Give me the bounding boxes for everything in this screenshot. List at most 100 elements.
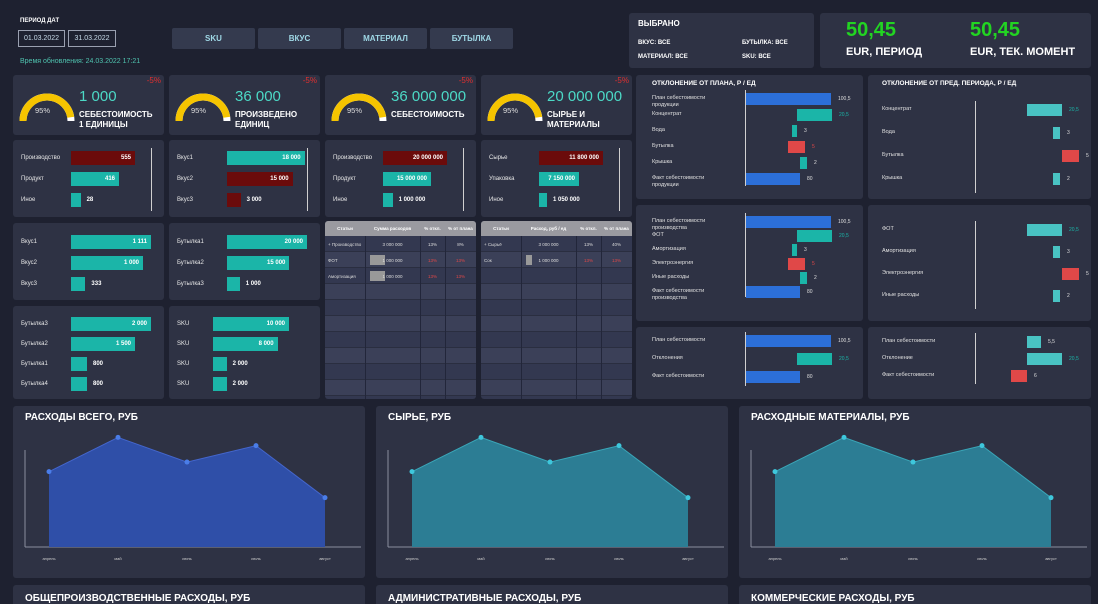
bar-label: Продукт bbox=[21, 176, 44, 182]
table-row[interactable] bbox=[481, 364, 632, 380]
bar[interactable] bbox=[71, 235, 151, 249]
filter-sku-button[interactable]: SKU bbox=[172, 28, 255, 49]
bar[interactable] bbox=[71, 277, 86, 291]
bar[interactable] bbox=[227, 172, 293, 186]
bar[interactable] bbox=[383, 193, 393, 207]
deviation-bar[interactable] bbox=[800, 272, 807, 284]
bar-label: Производство bbox=[333, 155, 373, 161]
deviation-bar[interactable] bbox=[788, 141, 805, 153]
deviation-bar[interactable] bbox=[1027, 353, 1062, 365]
chart-point[interactable] bbox=[1048, 495, 1054, 501]
bar[interactable] bbox=[71, 193, 81, 207]
table-row[interactable] bbox=[325, 268, 476, 284]
chart-point[interactable] bbox=[115, 434, 121, 440]
deviation-bar[interactable] bbox=[746, 286, 800, 298]
chart-point[interactable] bbox=[184, 459, 190, 465]
bars-card-5: Вкус1 1 111 Вкус2 1 000 Вкус3 333 bbox=[13, 223, 164, 300]
deviation-bar[interactable] bbox=[1053, 127, 1060, 139]
table-row[interactable] bbox=[325, 348, 476, 364]
deviation-bar[interactable] bbox=[788, 258, 805, 270]
bar[interactable] bbox=[213, 317, 289, 331]
bar[interactable] bbox=[71, 337, 135, 351]
chart-point[interactable] bbox=[685, 495, 691, 501]
deviation-bar[interactable] bbox=[1027, 336, 1041, 348]
filter-bottle-button[interactable]: БУТЫЛКА bbox=[430, 28, 513, 49]
chart-point[interactable] bbox=[322, 495, 328, 501]
deviation-bar[interactable] bbox=[797, 109, 832, 121]
chart-point[interactable] bbox=[841, 434, 847, 440]
table-row[interactable] bbox=[481, 316, 632, 332]
table-row[interactable] bbox=[325, 300, 476, 316]
bar[interactable] bbox=[71, 377, 87, 391]
deviation-bar[interactable] bbox=[792, 244, 797, 256]
table-row[interactable] bbox=[325, 364, 476, 380]
deviation-bar[interactable] bbox=[797, 353, 832, 365]
table-row[interactable] bbox=[481, 268, 632, 284]
table-row[interactable] bbox=[325, 236, 476, 252]
deviation-bar[interactable] bbox=[1027, 224, 1062, 236]
date-from-input[interactable]: 01.03.2022 bbox=[18, 30, 65, 47]
chart-point[interactable] bbox=[910, 459, 916, 465]
table-row[interactable] bbox=[481, 300, 632, 316]
chart-point[interactable] bbox=[478, 434, 484, 440]
bar[interactable] bbox=[383, 151, 447, 165]
bar[interactable] bbox=[71, 256, 143, 270]
bar[interactable] bbox=[213, 377, 227, 391]
deviation-bar[interactable] bbox=[1027, 104, 1062, 116]
filter-material-button[interactable]: МАТЕРИАЛ bbox=[344, 28, 427, 49]
bar[interactable] bbox=[227, 277, 240, 291]
table-row[interactable] bbox=[325, 284, 476, 300]
bar[interactable] bbox=[227, 193, 241, 207]
bar[interactable] bbox=[71, 357, 87, 371]
chart-point[interactable] bbox=[46, 469, 52, 475]
filter-taste-button[interactable]: ВКУС bbox=[258, 28, 341, 49]
table-row[interactable] bbox=[325, 380, 476, 396]
table-row[interactable] bbox=[325, 252, 476, 268]
bar[interactable] bbox=[227, 151, 305, 165]
deviation-bar[interactable] bbox=[1062, 150, 1079, 162]
table-row[interactable] bbox=[325, 316, 476, 332]
bar[interactable] bbox=[383, 172, 431, 186]
chart-point[interactable] bbox=[772, 469, 778, 475]
bar[interactable] bbox=[227, 235, 307, 249]
deviation-bar[interactable] bbox=[1053, 290, 1060, 302]
deviation-bar[interactable] bbox=[797, 230, 832, 242]
deviation-bar[interactable] bbox=[792, 125, 797, 137]
bar[interactable] bbox=[213, 357, 227, 371]
deviation-bar[interactable] bbox=[746, 335, 831, 347]
table-row[interactable] bbox=[481, 284, 632, 300]
deviation-bar[interactable] bbox=[1062, 268, 1079, 280]
chart-point[interactable] bbox=[979, 443, 985, 449]
chart-point[interactable] bbox=[253, 443, 259, 449]
bar[interactable] bbox=[539, 151, 603, 165]
deviation-bar[interactable] bbox=[1053, 173, 1060, 185]
table-row[interactable] bbox=[481, 252, 632, 268]
table-row[interactable] bbox=[481, 236, 632, 252]
chart-point[interactable] bbox=[616, 443, 622, 449]
deviation-bar[interactable] bbox=[800, 157, 807, 169]
deviation-bar[interactable] bbox=[1011, 370, 1027, 382]
deviation-bar[interactable] bbox=[746, 173, 800, 185]
bar[interactable] bbox=[539, 172, 579, 186]
table-header-cell: Расход, руб / ед bbox=[530, 226, 567, 231]
bar[interactable] bbox=[213, 337, 278, 351]
bar[interactable] bbox=[539, 193, 547, 207]
deviation-bar[interactable] bbox=[746, 216, 831, 228]
kpi-current-label: EUR, ТЕК. МОМЕНТ bbox=[970, 46, 1076, 58]
table-row[interactable] bbox=[481, 332, 632, 348]
chart-point[interactable] bbox=[547, 459, 553, 465]
table-row[interactable] bbox=[481, 380, 632, 396]
deviation-bar[interactable] bbox=[746, 93, 831, 105]
deviation-bar[interactable] bbox=[746, 371, 800, 383]
deviation-bar[interactable] bbox=[1053, 246, 1060, 258]
table-row[interactable] bbox=[325, 332, 476, 348]
bar[interactable] bbox=[71, 151, 135, 165]
deviation-value: 5 bbox=[1086, 271, 1089, 277]
chart-point[interactable] bbox=[409, 469, 415, 475]
table-row[interactable] bbox=[481, 348, 632, 364]
date-to-input[interactable]: 31.03.2022 bbox=[68, 30, 116, 47]
bar[interactable] bbox=[71, 317, 151, 331]
bars-card-1: Производство 555 Продукт 416 Иное 28 bbox=[13, 140, 164, 217]
bar[interactable] bbox=[227, 256, 290, 270]
bar[interactable] bbox=[71, 172, 119, 186]
